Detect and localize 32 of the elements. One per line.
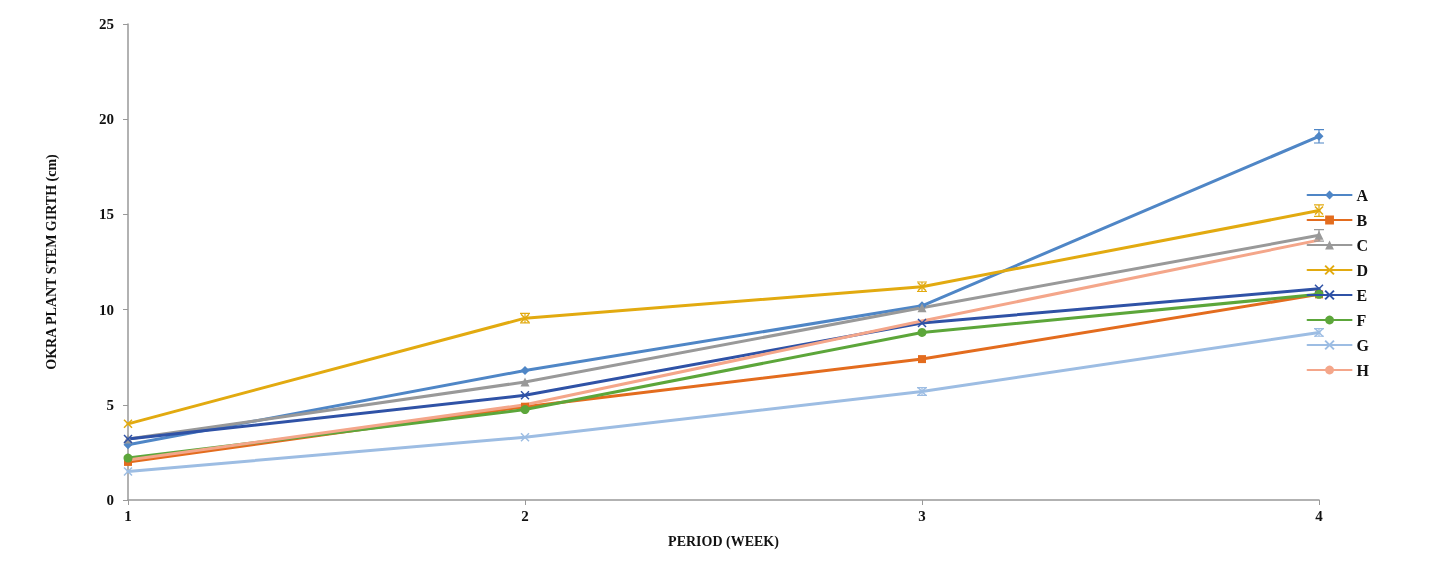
- x-tick-label: 1: [124, 507, 132, 524]
- legend-label: C: [1356, 236, 1369, 254]
- point: [123, 466, 133, 477]
- x-tick-label: 2: [521, 507, 529, 524]
- x-tick-label: 3: [918, 507, 926, 524]
- y-tick-label: 20: [99, 111, 114, 128]
- x-tick-label: 4: [1315, 507, 1324, 524]
- point: [520, 432, 530, 442]
- legend-label: D: [1356, 261, 1369, 279]
- y-tick-label: 10: [99, 301, 114, 318]
- y-tick-label: 5: [106, 396, 114, 413]
- x-axis-title: PERIOD (WEEK): [668, 533, 780, 550]
- legend-label: A: [1356, 186, 1369, 204]
- y-axis-title: OKRA PLANT STEM GIRTH (cm): [43, 153, 60, 370]
- point: [918, 355, 926, 364]
- point: [917, 327, 927, 337]
- legend-label: H: [1356, 361, 1370, 379]
- y-tick-label: 15: [99, 206, 114, 223]
- point: [520, 390, 530, 401]
- point: [520, 405, 530, 415]
- legend-label: E: [1356, 286, 1368, 304]
- y-tick-label: 25: [99, 16, 114, 32]
- point: [917, 318, 927, 328]
- legend-label: F: [1356, 311, 1367, 329]
- legend-label: B: [1356, 211, 1368, 229]
- point: [123, 419, 133, 429]
- point: [123, 453, 133, 463]
- point: [1314, 283, 1324, 294]
- point: [520, 377, 530, 387]
- point: [520, 366, 530, 376]
- y-tick-label: 0: [106, 492, 114, 508]
- legend-label: G: [1356, 336, 1370, 354]
